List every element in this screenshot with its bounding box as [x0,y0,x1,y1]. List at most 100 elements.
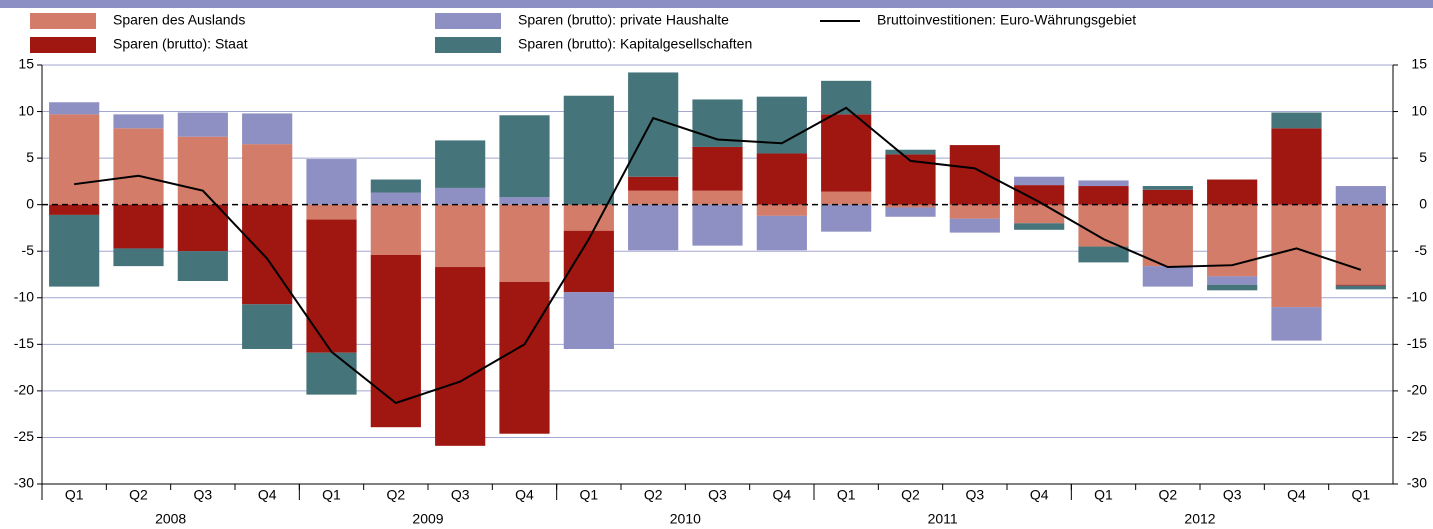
x-tick-label: Q4 [1287,487,1306,503]
bar [1335,186,1386,205]
bar [242,144,293,205]
x-tick-label: Q3 [708,487,727,503]
bar [306,219,357,353]
bar [756,215,807,251]
bar [563,204,614,231]
bar [113,114,164,129]
bar [949,204,1000,219]
y2-tick-label: 15 [1411,56,1427,72]
bar [499,281,550,434]
bar [1014,204,1065,224]
y-tick-label: 0 [26,195,34,211]
x-tick-label: Q4 [515,487,534,503]
legend-label: Sparen (brutto): Staat [113,36,248,52]
bar [306,204,357,220]
bar [1142,186,1193,190]
y-tick-label: 5 [26,149,34,165]
bar [370,179,421,193]
x-tick-label: Q1 [837,487,856,503]
bar [1078,180,1129,187]
bar [306,352,357,395]
bar [949,145,1000,205]
y2-tick-label: -25 [1407,428,1427,444]
legend-swatch [435,37,501,53]
bar [1142,266,1193,287]
x-tick-label: Q2 [1158,487,1177,503]
x-tick-label: Q2 [129,487,148,503]
year-label: 2012 [1184,511,1215,527]
y2-tick-label: 0 [1419,195,1427,211]
bar [821,80,872,115]
bar [756,153,807,205]
bar [113,248,164,267]
bar [628,190,679,205]
bar [1014,223,1065,230]
bar [499,204,550,282]
x-tick-label: Q4 [258,487,277,503]
y-tick-label: -15 [14,335,34,351]
bar [692,190,743,205]
bar [821,114,872,192]
y2-tick-label: 10 [1411,102,1427,118]
y2-tick-label: -5 [1415,242,1428,258]
bar [499,197,550,205]
x-tick-label: Q3 [193,487,212,503]
x-tick-label: Q2 [644,487,663,503]
bar [885,154,936,205]
bar [1271,112,1322,129]
x-tick-label: Q3 [451,487,470,503]
bar [177,204,228,252]
bar [113,128,164,205]
bar [1078,246,1129,263]
y2-tick-label: 5 [1419,149,1427,165]
x-tick-label: Q3 [1223,487,1242,503]
bar [885,149,936,155]
line [74,106,1362,405]
bar [563,95,614,205]
x-tick-label: Q4 [1030,487,1049,503]
year-label: 2009 [412,511,443,527]
bar [1335,204,1386,285]
legend-label: Sparen (brutto): private Haushalte [518,12,729,28]
x-tick-label: Q2 [386,487,405,503]
bar [821,191,872,205]
year-label: 2008 [155,511,186,527]
bar [1014,185,1065,205]
bar [49,114,100,205]
bar [1271,204,1322,308]
x-tick-label: Q1 [1094,487,1113,503]
x-tick-label: Q3 [965,487,984,503]
header-band [0,0,1433,8]
y-tick-label: -30 [14,475,34,491]
bar [1014,176,1065,186]
x-tick-label: Q1 [1351,487,1370,503]
bar [49,102,100,115]
legend-swatch [435,13,501,29]
bar [1207,284,1258,291]
bar [113,204,164,249]
y-tick-label: -25 [14,428,34,444]
bar [821,204,872,232]
bar [435,204,486,268]
legend-label: Bruttoinvestitionen: Euro-Währungsgebiet [877,12,1136,28]
bar [1142,204,1193,267]
bar [242,204,293,305]
y-tick-label: -20 [14,382,34,398]
bar [563,292,614,349]
bar [1271,128,1322,205]
bar [1335,285,1386,290]
legend-swatch [30,13,96,29]
bar [435,187,486,205]
year-label: 2010 [670,511,701,527]
y-tick-label: -10 [14,288,34,304]
bar [1207,179,1258,205]
year-label: 2011 [928,511,958,527]
bar [177,112,228,137]
bar [692,146,743,191]
bar [628,204,679,251]
bar [756,204,807,216]
y-tick-label: -5 [22,242,35,258]
bar [1335,284,1386,286]
